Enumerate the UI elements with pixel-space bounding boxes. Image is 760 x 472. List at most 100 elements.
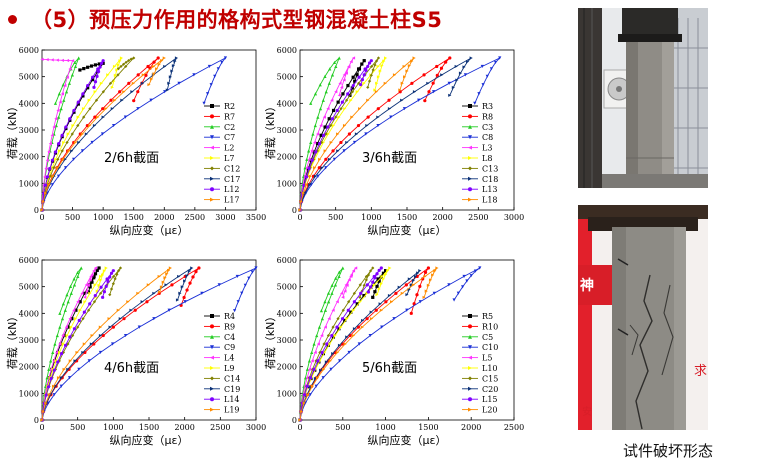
data-point — [307, 367, 312, 371]
data-point — [309, 101, 313, 105]
legend-marker — [468, 176, 472, 181]
data-point — [76, 325, 80, 329]
series-c8 — [298, 56, 502, 212]
data-point — [371, 280, 375, 284]
legend-marker — [210, 314, 214, 318]
legend-label: R5 — [482, 312, 493, 321]
data-point — [77, 140, 81, 145]
series-l12 — [40, 59, 105, 212]
data-point — [90, 280, 94, 284]
data-point — [207, 64, 211, 69]
data-point — [75, 350, 79, 355]
data-point — [56, 108, 60, 113]
data-point — [336, 149, 340, 153]
data-point — [65, 293, 69, 297]
data-point — [362, 59, 366, 63]
data-point — [104, 284, 108, 289]
data-point — [101, 115, 105, 119]
data-point — [316, 115, 320, 119]
data-point — [342, 123, 347, 128]
data-point — [351, 56, 356, 60]
data-point — [72, 283, 77, 287]
legend-marker — [468, 407, 472, 412]
data-point — [247, 276, 251, 280]
series-l17 — [40, 56, 166, 212]
legend-label: L2 — [224, 144, 234, 153]
data-point — [435, 64, 439, 69]
data-point — [380, 325, 384, 329]
data-point — [52, 166, 56, 170]
data-point — [60, 133, 64, 137]
data-point — [333, 283, 338, 287]
data-point — [92, 269, 96, 273]
data-point — [91, 75, 95, 79]
data-point — [421, 277, 425, 281]
data-point — [57, 92, 61, 96]
data-point — [341, 295, 345, 299]
data-point — [108, 81, 113, 85]
series-l9 — [40, 266, 108, 422]
data-point — [192, 73, 196, 77]
legend-marker — [210, 407, 214, 412]
data-point — [302, 401, 306, 405]
data-point — [352, 300, 356, 304]
title-text: （5）预压力作用的格构式型钢混凝土柱S5 — [31, 8, 443, 32]
y-tick-label: 6000 — [277, 256, 297, 265]
data-point — [62, 98, 66, 102]
legend-label: C4 — [224, 333, 235, 342]
data-point — [349, 98, 353, 102]
data-point — [410, 81, 414, 85]
legend-label: L14 — [224, 395, 240, 404]
data-point — [141, 73, 145, 77]
data-point — [104, 266, 108, 270]
data-point — [55, 350, 59, 355]
y-axis-label: 荷载（kN） — [264, 101, 277, 160]
data-point — [323, 308, 328, 312]
data-point — [209, 83, 213, 87]
data-point — [116, 67, 121, 71]
data-point — [343, 107, 347, 111]
data-point — [122, 317, 126, 321]
data-point — [411, 278, 416, 283]
x-tick-label: 1500 — [139, 423, 159, 432]
data-point — [76, 100, 80, 104]
y-tick-label: 5000 — [19, 283, 39, 292]
data-point — [82, 310, 86, 314]
data-point — [473, 101, 477, 105]
y-tick-label: 4000 — [19, 309, 39, 318]
legend-label: R10 — [482, 322, 498, 331]
data-point — [376, 277, 380, 281]
data-point — [326, 107, 330, 111]
data-point — [351, 308, 355, 312]
data-point — [190, 266, 194, 270]
series-l15 — [298, 266, 383, 422]
chart-4-6h: 0 500 1000 1500 2000 2500 3000 0 1000 2000 3000 400… — [0, 248, 275, 453]
data-point — [338, 359, 342, 363]
x-tick-label: 1000 — [93, 213, 113, 222]
data-point — [168, 266, 172, 270]
data-point — [145, 300, 149, 304]
data-point — [369, 310, 373, 314]
data-point — [360, 325, 364, 329]
data-point — [98, 350, 103, 355]
data-point — [118, 317, 122, 321]
x-tick-label: 500 — [70, 423, 85, 432]
data-point — [64, 90, 69, 94]
data-point — [378, 69, 382, 73]
data-point — [157, 274, 161, 279]
data-point — [96, 115, 100, 119]
data-point — [314, 384, 318, 388]
series-l8 — [298, 56, 388, 212]
data-point — [392, 317, 396, 321]
data-point — [358, 107, 362, 111]
data-point — [298, 418, 302, 422]
data-point — [374, 308, 378, 312]
data-point — [81, 107, 86, 111]
data-point — [320, 350, 324, 355]
y-tick-label: 5000 — [277, 283, 297, 292]
data-point — [100, 61, 104, 65]
series-c10 — [298, 266, 482, 422]
data-point — [366, 290, 371, 294]
series-l20 — [298, 266, 439, 422]
